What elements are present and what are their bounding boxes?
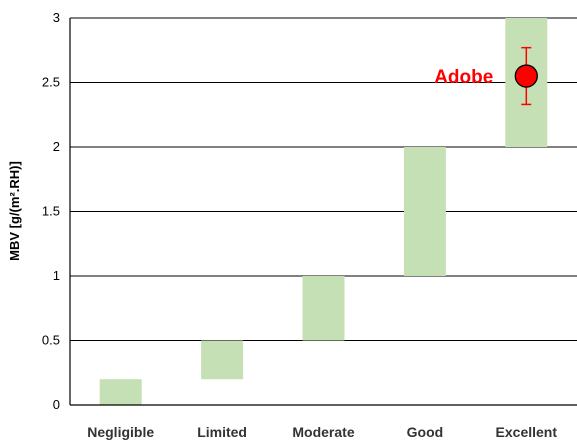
category-labels: Negligible Limited Moderate Good Excellent bbox=[87, 424, 557, 440]
category-label: Negligible bbox=[87, 424, 154, 440]
category-label: Limited bbox=[197, 424, 247, 440]
y-tick-label: 1.5 bbox=[42, 204, 60, 219]
y-tick-label: 2.5 bbox=[42, 75, 60, 90]
category-label: Excellent bbox=[496, 424, 558, 440]
y-tick-label: 0 bbox=[53, 397, 60, 412]
range-bars bbox=[99, 18, 548, 405]
category-label: Moderate bbox=[292, 424, 354, 440]
y-axis-label: MBV [g/(m².RH)] bbox=[7, 161, 22, 261]
y-tick-labels: 0 0.5 1 1.5 2 2.5 3 bbox=[42, 10, 60, 412]
grid-lines bbox=[70, 17, 577, 341]
y-tick-label: 3 bbox=[53, 10, 60, 25]
range-bar-limited bbox=[201, 340, 244, 380]
data-point-group: Adobe bbox=[434, 46, 538, 106]
range-bar-good bbox=[403, 147, 446, 276]
category-label: Good bbox=[407, 424, 444, 440]
y-tick-label: 2 bbox=[53, 139, 60, 154]
y-tick-label: 1 bbox=[53, 268, 60, 283]
range-bar-negligible bbox=[99, 379, 142, 405]
data-point-label: Adobe bbox=[434, 67, 493, 88]
y-tick-label: 0.5 bbox=[42, 333, 60, 348]
axes bbox=[69, 18, 577, 406]
range-bar-moderate bbox=[302, 276, 345, 341]
data-point-marker bbox=[514, 64, 538, 88]
